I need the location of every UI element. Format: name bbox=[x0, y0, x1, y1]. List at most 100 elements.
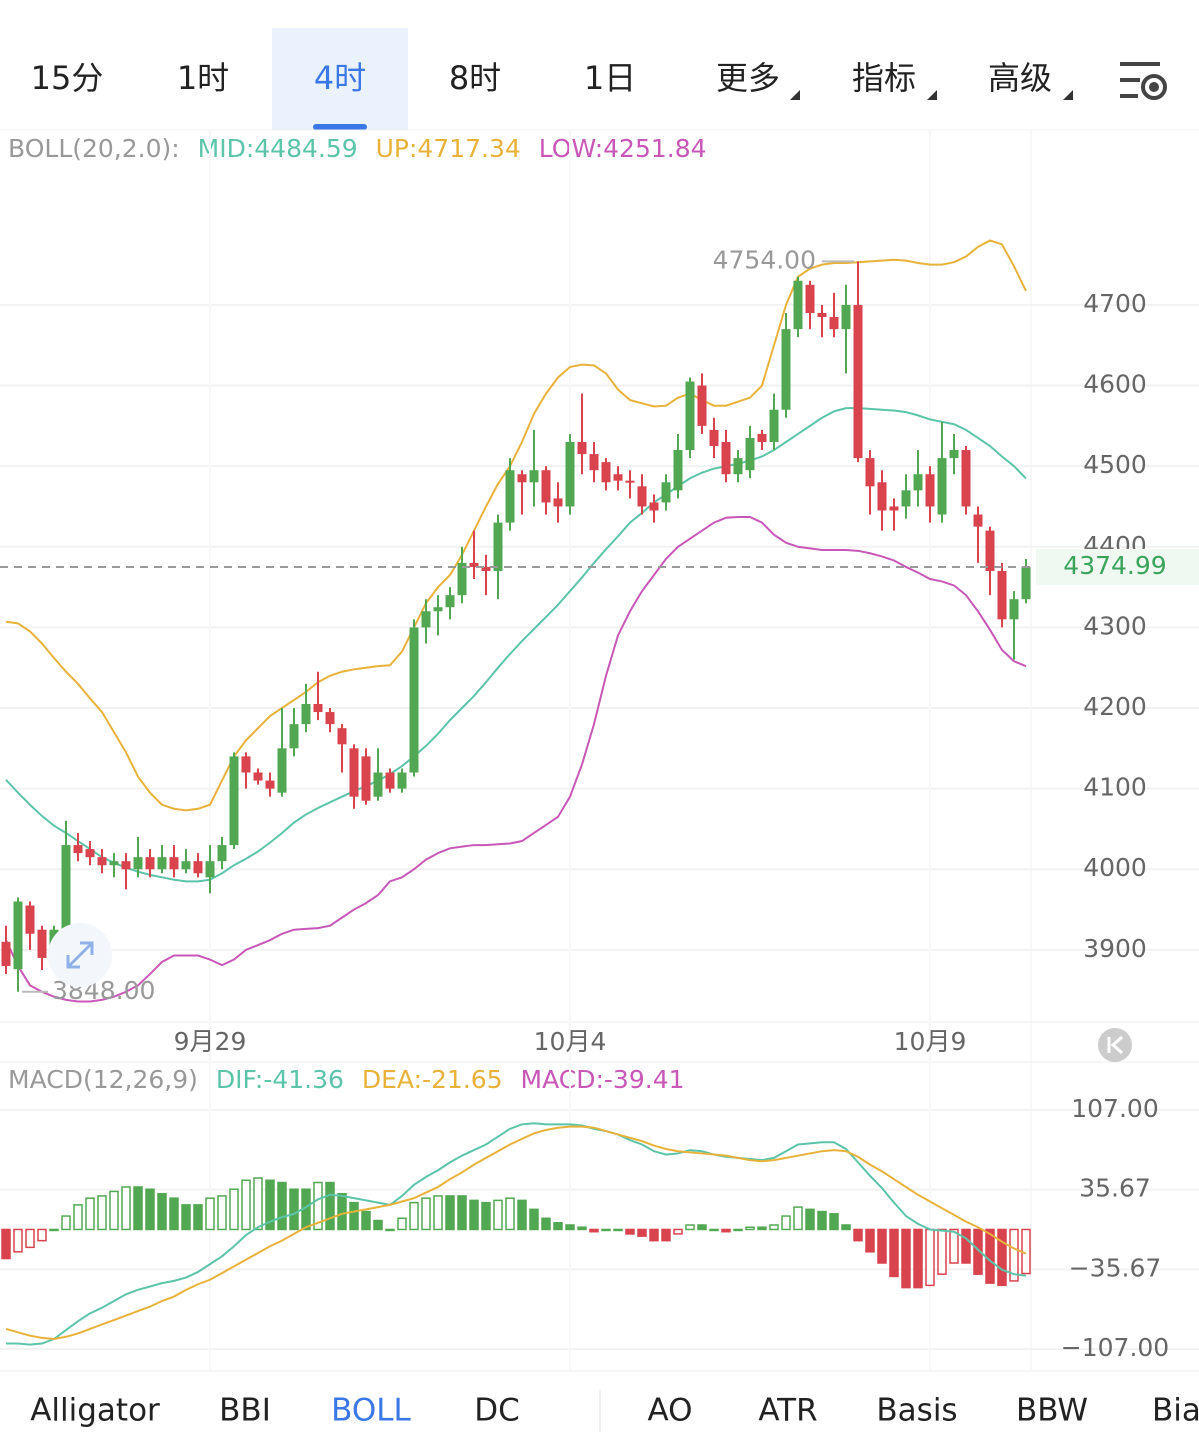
macd-bar bbox=[205, 1197, 215, 1231]
candle-body bbox=[85, 849, 95, 858]
macd-bar bbox=[553, 1222, 563, 1231]
candle-body bbox=[949, 450, 959, 459]
macd-bar bbox=[73, 1204, 83, 1231]
candle-body bbox=[661, 482, 671, 503]
candle-body bbox=[565, 441, 575, 507]
tab[interactable]: 更多 bbox=[716, 59, 780, 97]
candle-body bbox=[961, 450, 971, 507]
candle-body bbox=[157, 857, 167, 870]
tab[interactable]: 8时 bbox=[449, 59, 501, 97]
macd-bar bbox=[373, 1219, 383, 1231]
y-tick-label: 3900 bbox=[1083, 934, 1147, 963]
macd-bar bbox=[853, 1228, 863, 1242]
tab[interactable]: 高级 bbox=[988, 59, 1052, 97]
macd-bar bbox=[181, 1204, 191, 1231]
indicator-tabs: Alligator BBI BOLL DC AO ATR Basis BBW B… bbox=[30, 1393, 1199, 1429]
macd-bar bbox=[673, 1228, 683, 1235]
indicator-tab[interactable]: ATR bbox=[758, 1393, 817, 1429]
settings-icon[interactable] bbox=[1120, 62, 1167, 100]
indicator-tab[interactable]: Alligator bbox=[30, 1393, 160, 1429]
macd-bar bbox=[541, 1217, 551, 1231]
candle-body bbox=[265, 780, 275, 789]
legend-entry: DIF:-41.36 bbox=[216, 1065, 344, 1094]
indicator-tab[interactable]: BBW bbox=[1016, 1393, 1088, 1429]
candle-body bbox=[553, 498, 563, 507]
candle-body bbox=[97, 857, 107, 866]
boll-line bbox=[5, 239, 1027, 812]
indicator-tab[interactable]: Bia bbox=[1152, 1393, 1199, 1429]
candle-body bbox=[769, 409, 779, 442]
macd-bar bbox=[169, 1197, 179, 1231]
candle-body bbox=[613, 474, 623, 481]
macd-bar bbox=[421, 1197, 431, 1231]
candle-body bbox=[373, 772, 383, 797]
candle-body bbox=[421, 611, 431, 628]
candle-body bbox=[325, 712, 335, 725]
candle-body bbox=[805, 284, 815, 313]
tab[interactable]: 1日 bbox=[584, 59, 636, 97]
macd-bar bbox=[445, 1195, 455, 1231]
macd-bar bbox=[733, 1228, 743, 1232]
candle-body bbox=[1, 941, 11, 966]
macd-bar bbox=[841, 1224, 851, 1231]
dropdown-arrow bbox=[927, 90, 937, 100]
candle-body bbox=[697, 385, 707, 426]
y-tick-label: 4500 bbox=[1083, 450, 1147, 479]
candle-body bbox=[757, 433, 767, 442]
macd-bar bbox=[625, 1228, 635, 1235]
active-tab-underline bbox=[313, 124, 367, 130]
macd-bar bbox=[25, 1228, 35, 1249]
candle-body bbox=[397, 772, 407, 789]
tab[interactable]: 1时 bbox=[177, 59, 229, 97]
y-tick-label: −107.00 bbox=[1061, 1333, 1169, 1362]
legend-entry: MACD:-39.41 bbox=[521, 1065, 685, 1094]
scroll-latest-icon[interactable] bbox=[1098, 1028, 1132, 1062]
expand-icon[interactable] bbox=[48, 923, 112, 987]
macd-bar bbox=[229, 1188, 239, 1231]
candle-body bbox=[733, 458, 743, 475]
macd-bar bbox=[877, 1228, 887, 1264]
macd-bar bbox=[769, 1224, 779, 1231]
candle-body bbox=[865, 458, 875, 487]
candle-body bbox=[793, 280, 803, 330]
candle-body bbox=[109, 861, 119, 866]
indicator-tab[interactable]: AO bbox=[647, 1393, 692, 1429]
candle-body bbox=[721, 441, 731, 475]
macd-bar bbox=[577, 1226, 587, 1231]
candle-body bbox=[61, 845, 71, 930]
candle-body bbox=[229, 756, 239, 846]
indicator-tab[interactable]: BBI bbox=[219, 1393, 271, 1429]
candle-body bbox=[925, 474, 935, 507]
candle-body bbox=[673, 450, 683, 491]
macd-bar bbox=[469, 1199, 479, 1231]
tab[interactable]: 指标 bbox=[852, 59, 916, 97]
y-tick-label: 4100 bbox=[1083, 773, 1147, 802]
y-tick-label: 4600 bbox=[1083, 370, 1147, 399]
indicator-tab[interactable]: DC bbox=[474, 1393, 520, 1429]
tab[interactable]: 15分 bbox=[31, 59, 104, 97]
plot: 390040004100420043004400450046004700−107… bbox=[0, 130, 1199, 1370]
macd-line bbox=[5, 1125, 1027, 1341]
indicator-tab[interactable]: BOLL bbox=[331, 1393, 411, 1429]
macd-bar bbox=[709, 1228, 719, 1232]
candle-body bbox=[445, 595, 455, 608]
macd-bar bbox=[85, 1197, 95, 1231]
candle-body bbox=[829, 317, 839, 330]
active-tab-bg bbox=[272, 28, 408, 130]
macd-bar bbox=[1009, 1228, 1019, 1282]
candle-body bbox=[493, 522, 503, 571]
last-price-label: 4374.99 bbox=[1063, 551, 1166, 580]
macd-bar bbox=[505, 1197, 515, 1231]
macd-bar bbox=[133, 1186, 143, 1231]
indicator-tab[interactable]: Basis bbox=[876, 1393, 957, 1429]
y-tick-label: 4200 bbox=[1083, 692, 1147, 721]
macd-bar bbox=[241, 1179, 251, 1231]
macd-bar bbox=[721, 1228, 731, 1233]
candle-body bbox=[409, 627, 419, 773]
tab[interactable]: 4时 bbox=[314, 59, 366, 97]
macd-legend: MACD(12,26,9) DIF:-41.36 DEA:-21.65 MACD… bbox=[8, 1065, 685, 1094]
macd-bar bbox=[109, 1190, 119, 1231]
last-price-box bbox=[1036, 548, 1199, 585]
macd-bar bbox=[913, 1228, 923, 1289]
